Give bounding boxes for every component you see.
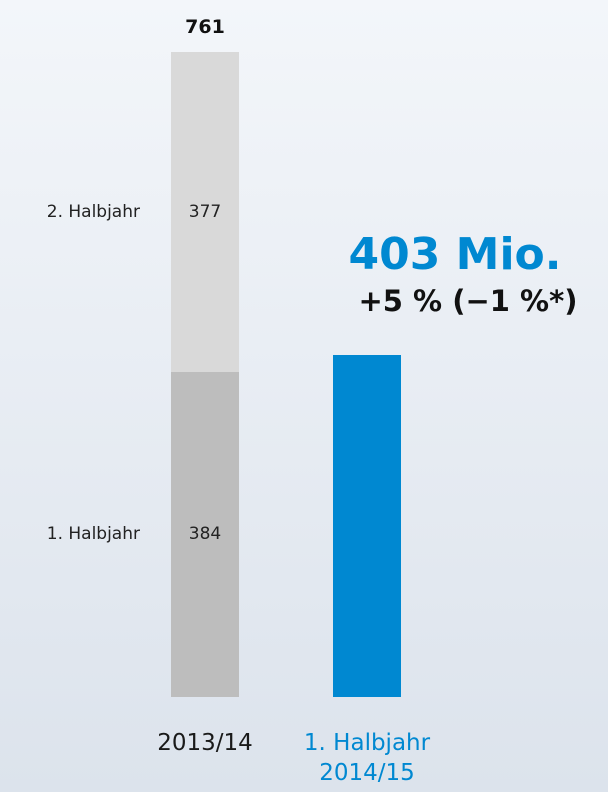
value-label: 377 [188,201,222,222]
series-label: 1. Halbjahr [46,524,140,545]
value-label: 403 Mio. [348,229,562,281]
bar-segment [333,355,401,697]
category-label: 2013/14 [157,730,253,756]
bar-segment [171,52,239,372]
bar-segment [171,371,239,697]
category-label: 1. Halbjahr 2014/15 [303,730,431,786]
series-label: 2. Halbjahr [46,201,140,222]
total-label: 761 [185,16,225,38]
annotation: +5 % (−1 %*) [358,284,578,319]
value-label: 384 [188,524,222,545]
